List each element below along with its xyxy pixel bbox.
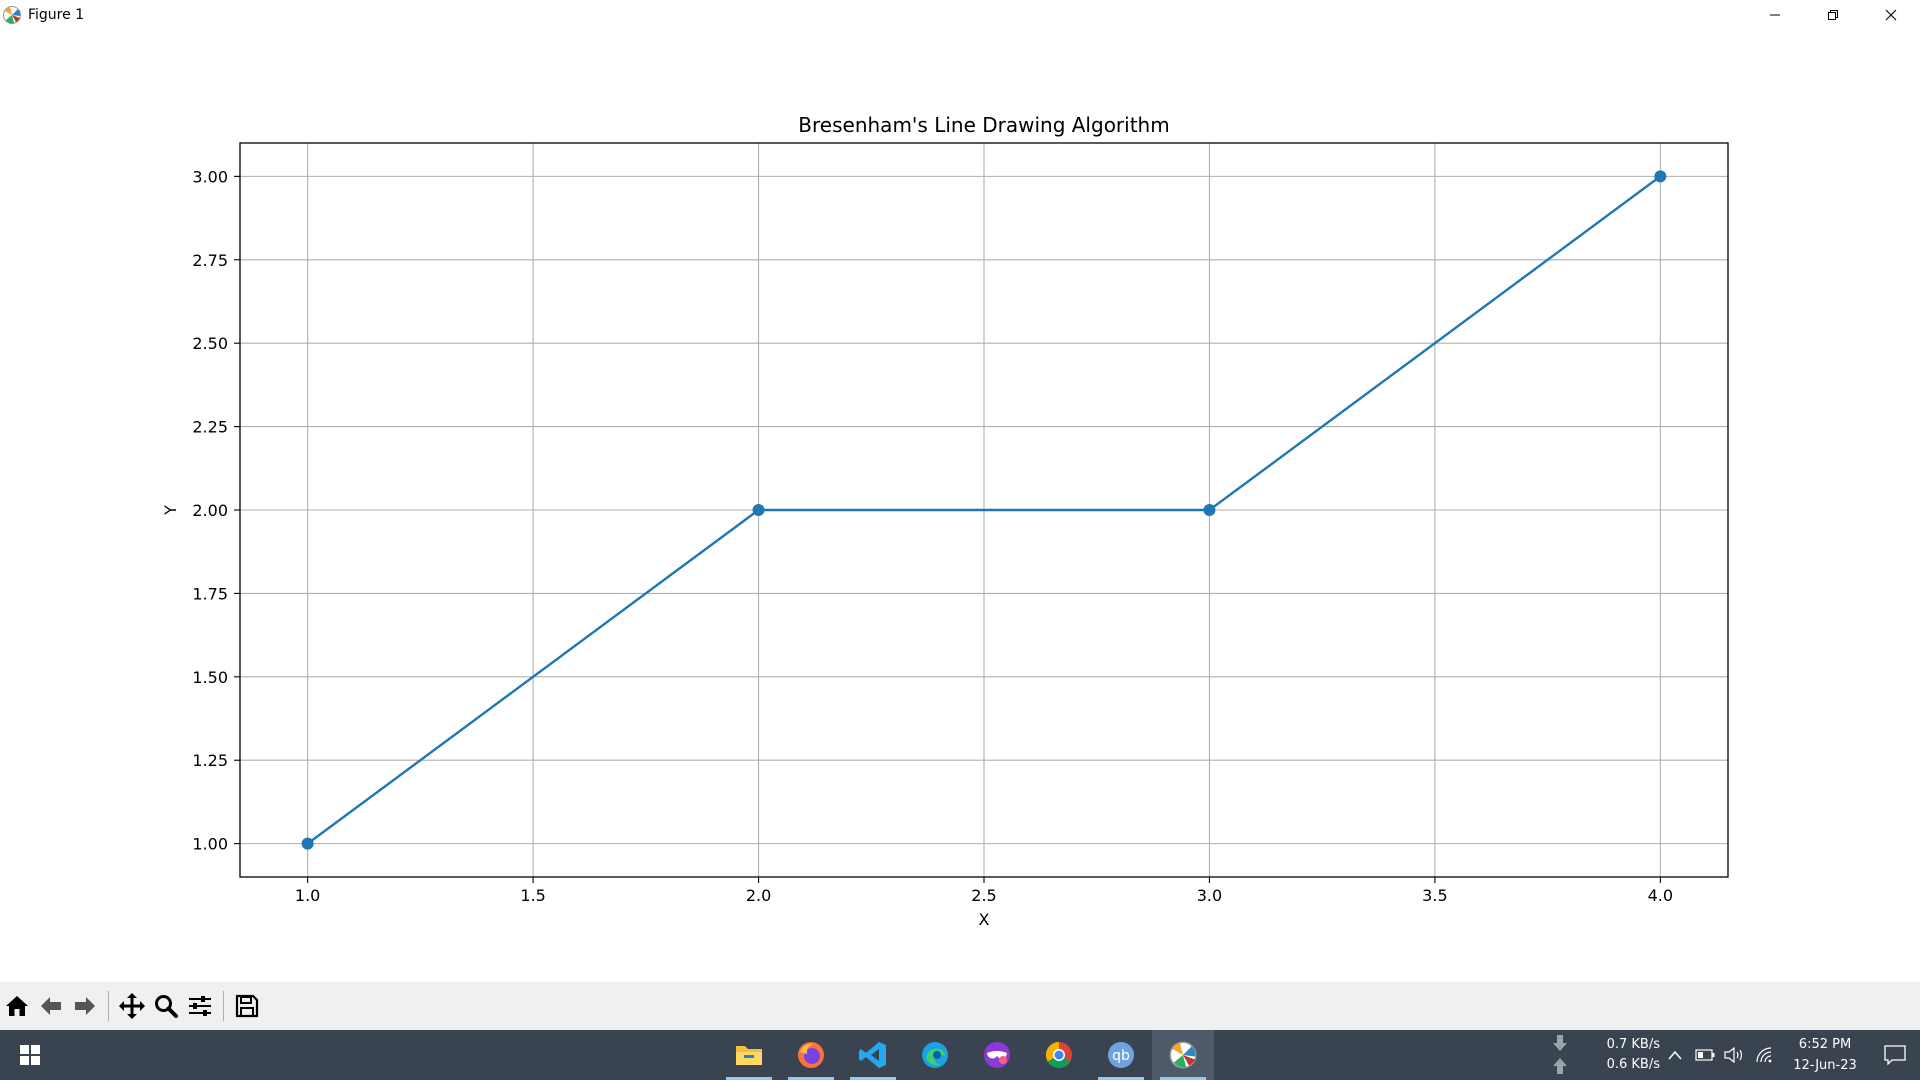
toolbar-separator bbox=[108, 991, 109, 1021]
minimize-icon bbox=[1770, 14, 1780, 16]
back-icon bbox=[41, 997, 61, 1015]
download-speed: 0.7 KB/s bbox=[1606, 1037, 1660, 1052]
taskbar-vpn-app[interactable] bbox=[966, 1030, 1028, 1080]
taskbar-edge[interactable] bbox=[904, 1030, 966, 1080]
clock-date: 12-Jun-23 bbox=[1793, 1058, 1857, 1073]
data-point bbox=[1654, 170, 1667, 183]
y-tick-label: 1.25 bbox=[192, 751, 228, 770]
minimize-button[interactable] bbox=[1746, 0, 1804, 30]
taskbar-firefox[interactable] bbox=[780, 1030, 842, 1080]
data-point bbox=[752, 504, 765, 516]
y-tick-label: 2.75 bbox=[192, 251, 228, 270]
close-button[interactable] bbox=[1862, 0, 1920, 30]
home-icon bbox=[6, 996, 28, 1016]
folder-icon bbox=[736, 1046, 762, 1065]
x-tick-label: 4.0 bbox=[1648, 886, 1673, 905]
pan-button[interactable] bbox=[115, 988, 149, 1024]
upload-speed: 0.6 KB/s bbox=[1606, 1057, 1660, 1072]
y-tick-label: 3.00 bbox=[192, 167, 228, 186]
y-tick-label: 2.00 bbox=[192, 501, 228, 520]
y-tick-label: 1.75 bbox=[192, 584, 228, 603]
y-tick-label: 1.00 bbox=[192, 835, 228, 854]
home-button[interactable] bbox=[0, 988, 34, 1024]
vscode-icon bbox=[859, 1042, 886, 1068]
matplotlib-logo-icon bbox=[3, 6, 21, 24]
x-tick-label: 2.0 bbox=[746, 886, 771, 905]
matplotlib-logo-icon bbox=[1169, 1041, 1197, 1069]
clock[interactable]: 6:52 PM 12-Jun-23 bbox=[1780, 1034, 1870, 1076]
save-button[interactable] bbox=[230, 988, 264, 1024]
chart-title: Bresenham's Line Drawing Algorithm bbox=[798, 113, 1169, 137]
x-axis-label: X bbox=[979, 910, 990, 929]
system-tray: 0.7 KB/s 0.6 KB/s bbox=[1540, 1030, 1920, 1080]
pan-icon bbox=[119, 993, 145, 1019]
speaker-icon bbox=[1724, 1047, 1743, 1063]
x-tick-label: 1.0 bbox=[295, 886, 320, 905]
svg-text:qb: qb bbox=[1112, 1048, 1130, 1064]
forward-button[interactable] bbox=[68, 988, 102, 1024]
restore-icon bbox=[1828, 10, 1838, 20]
window-controls bbox=[1746, 0, 1920, 30]
taskbar-chrome[interactable] bbox=[1028, 1030, 1090, 1080]
taskbar: qb bbox=[0, 1030, 1920, 1080]
show-hidden-icons-button[interactable] bbox=[1660, 1030, 1690, 1080]
battery-button[interactable] bbox=[1690, 1030, 1720, 1080]
volume-button[interactable] bbox=[1720, 1030, 1750, 1080]
upload-arrow-icon bbox=[1553, 1058, 1567, 1074]
wifi-icon bbox=[1756, 1047, 1772, 1063]
wifi-button[interactable] bbox=[1750, 1030, 1780, 1080]
x-tick-label: 3.0 bbox=[1197, 886, 1222, 905]
y-tick-label: 2.25 bbox=[192, 418, 228, 437]
window-title: Figure 1 bbox=[28, 7, 85, 23]
x-tick-label: 3.5 bbox=[1422, 886, 1447, 905]
mask-icon bbox=[984, 1042, 1010, 1068]
taskbar-vscode[interactable] bbox=[842, 1030, 904, 1080]
firefox-icon bbox=[798, 1042, 824, 1068]
zoom-icon bbox=[155, 995, 178, 1018]
windows-logo-icon bbox=[20, 1045, 40, 1065]
navigation-toolbar bbox=[0, 982, 1920, 1030]
battery-icon bbox=[1695, 1049, 1715, 1061]
network-speed: 0.7 KB/s 0.6 KB/s bbox=[1580, 1035, 1660, 1075]
back-button[interactable] bbox=[34, 988, 68, 1024]
x-tick-label: 2.5 bbox=[971, 886, 996, 905]
zoom-button[interactable] bbox=[149, 988, 183, 1024]
configure-subplots-button[interactable] bbox=[183, 988, 217, 1024]
y-tick-label: 1.50 bbox=[192, 668, 228, 687]
figure-canvas[interactable]: 1.0 1.5 2.0 2.5 3.0 3.5 4.0 1.00 1.25 1.50 1.75 2.0… bbox=[0, 30, 1920, 982]
configure-subplots-icon bbox=[189, 996, 211, 1016]
forward-icon bbox=[75, 997, 95, 1015]
start-button[interactable] bbox=[0, 1030, 60, 1080]
restore-button[interactable] bbox=[1804, 0, 1862, 30]
data-point bbox=[301, 837, 314, 850]
clock-time: 6:52 PM bbox=[1798, 1037, 1852, 1052]
y-axis-label: Y bbox=[161, 505, 180, 516]
notification-icon bbox=[1884, 1045, 1906, 1065]
taskbar-qbittorrent[interactable]: qb bbox=[1090, 1030, 1152, 1080]
toolbar-separator bbox=[223, 991, 224, 1021]
line-chart: 1.0 1.5 2.0 2.5 3.0 3.5 4.0 1.00 1.25 1.50 1.75 2.0… bbox=[161, 113, 1729, 929]
taskbar-matplotlib-figure[interactable] bbox=[1152, 1030, 1214, 1080]
action-center-button[interactable] bbox=[1870, 1030, 1920, 1080]
taskbar-apps: qb bbox=[718, 1030, 1214, 1080]
save-icon bbox=[235, 994, 259, 1018]
download-arrow-icon bbox=[1553, 1035, 1567, 1051]
taskbar-file-explorer[interactable] bbox=[718, 1030, 780, 1080]
close-icon bbox=[1885, 9, 1897, 21]
edge-icon bbox=[922, 1042, 948, 1068]
x-tick-label: 1.5 bbox=[520, 886, 545, 905]
data-point bbox=[1203, 504, 1216, 516]
qbittorrent-icon: qb bbox=[1108, 1042, 1134, 1068]
y-tick-label: 2.50 bbox=[192, 334, 228, 353]
chrome-icon bbox=[1045, 1041, 1072, 1069]
network-speed-arrows bbox=[1540, 1030, 1580, 1080]
title-bar: Figure 1 bbox=[0, 0, 1920, 30]
series-line bbox=[306, 175, 1662, 845]
chevron-up-icon bbox=[1668, 1050, 1682, 1060]
